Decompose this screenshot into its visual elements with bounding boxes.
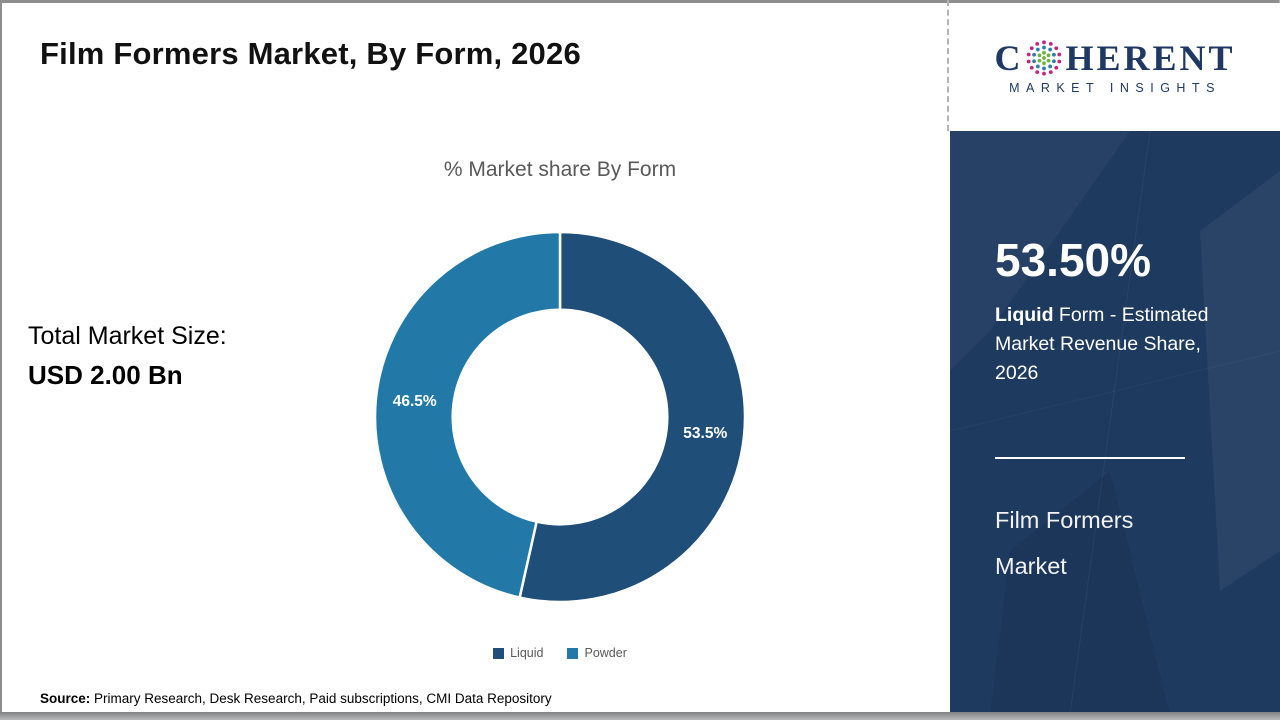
total-market-size-label: Total Market Size: bbox=[28, 322, 227, 350]
legend-item-liquid: Liquid bbox=[493, 646, 543, 660]
globe-dot bbox=[1042, 61, 1047, 66]
globe-dot bbox=[1057, 59, 1062, 64]
dashed-divider bbox=[947, 0, 949, 131]
globe-dot bbox=[1038, 53, 1042, 58]
globe-dot bbox=[1048, 64, 1053, 69]
report-name-line2: Market bbox=[995, 553, 1067, 579]
sidebar-map-texture bbox=[950, 131, 1280, 714]
chart-title: % Market share By Form bbox=[443, 158, 677, 181]
source-note: Source: Primary Research, Desk Research,… bbox=[40, 691, 552, 706]
source-label: Source: bbox=[40, 691, 91, 706]
logo-letters-rest: HERENT bbox=[1065, 38, 1236, 78]
globe-dot bbox=[1027, 59, 1032, 64]
highlight-stat-segment: Liquid bbox=[995, 304, 1054, 326]
legend-label-powder: Powder bbox=[584, 646, 627, 660]
globe-dot bbox=[1048, 47, 1053, 52]
globe-dot bbox=[1042, 50, 1047, 55]
globe-dot bbox=[1036, 64, 1041, 69]
globe-dot bbox=[1032, 52, 1037, 57]
globe-dot bbox=[1049, 70, 1054, 75]
globe-dot bbox=[1054, 46, 1059, 51]
legend-swatch-powder bbox=[567, 647, 579, 659]
globe-dot bbox=[1035, 41, 1040, 46]
globe-dot bbox=[1052, 52, 1057, 57]
coherent-globe-icon bbox=[1027, 40, 1062, 76]
logo-wordmark: C HERENT bbox=[994, 39, 1235, 77]
legend-label-liquid: Liquid bbox=[510, 646, 544, 660]
globe-dot bbox=[1042, 66, 1047, 71]
data-label-liquid: 53.5% bbox=[683, 425, 727, 442]
globe-dot bbox=[1042, 71, 1047, 76]
donut-chart: 53.5% 46.5% bbox=[373, 230, 747, 604]
total-market-size-value: USD 2.00 Bn bbox=[28, 360, 183, 390]
legend-item-powder: Powder bbox=[567, 646, 627, 660]
legend-swatch-liquid bbox=[493, 647, 505, 659]
highlight-stat-description: Liquid Form - Estimated Market Revenue S… bbox=[995, 301, 1245, 388]
globe-dot bbox=[1030, 65, 1035, 70]
page-title: Film Formers Market, By Form, 2026 bbox=[40, 36, 581, 71]
sidebar: 53.50% Liquid Form - Estimated Market Re… bbox=[950, 131, 1280, 714]
top-border bbox=[0, 0, 1280, 3]
data-label-powder: 46.5% bbox=[393, 393, 437, 410]
donut-slice-liquid bbox=[518, 230, 747, 604]
globe-dot bbox=[1049, 41, 1054, 46]
globe-dot bbox=[1047, 58, 1051, 63]
globe-dot bbox=[1047, 53, 1051, 58]
globe-dot bbox=[1052, 59, 1057, 64]
report-name: Film Formers Market bbox=[995, 497, 1133, 589]
globe-dot bbox=[1038, 58, 1042, 63]
globe-dot bbox=[1030, 46, 1035, 51]
globe-dot bbox=[1036, 47, 1041, 52]
report-name-line1: Film Formers bbox=[995, 507, 1134, 533]
globe-dot bbox=[1027, 52, 1032, 57]
globe-dot bbox=[1054, 65, 1059, 70]
bottom-bar bbox=[0, 712, 1280, 720]
logo-subtitle: MARKET INSIGHTS bbox=[1009, 81, 1221, 95]
total-market-size-block: Total Market Size: USD 2.00 Bn bbox=[28, 322, 227, 391]
company-logo: C HERENT MARKET INSIGHTS bbox=[950, 3, 1280, 131]
chart-legend: Liquid Powder bbox=[350, 646, 770, 660]
globe-dot bbox=[1032, 59, 1037, 64]
highlight-stat-rest: Form - Estimated Market Revenue Share, 2… bbox=[995, 304, 1209, 384]
highlight-stat-value: 53.50% bbox=[995, 234, 1152, 286]
left-border bbox=[0, 0, 2, 720]
donut-slice-powder bbox=[373, 230, 562, 600]
globe-dot bbox=[1042, 56, 1047, 60]
source-text: Primary Research, Desk Research, Paid su… bbox=[90, 691, 552, 706]
globe-dot bbox=[1042, 40, 1047, 45]
logo-letter-c: C bbox=[994, 38, 1024, 78]
globe-dot bbox=[1042, 45, 1047, 50]
globe-dot bbox=[1035, 70, 1040, 75]
globe-dot bbox=[1057, 52, 1062, 57]
sidebar-divider bbox=[995, 457, 1185, 459]
